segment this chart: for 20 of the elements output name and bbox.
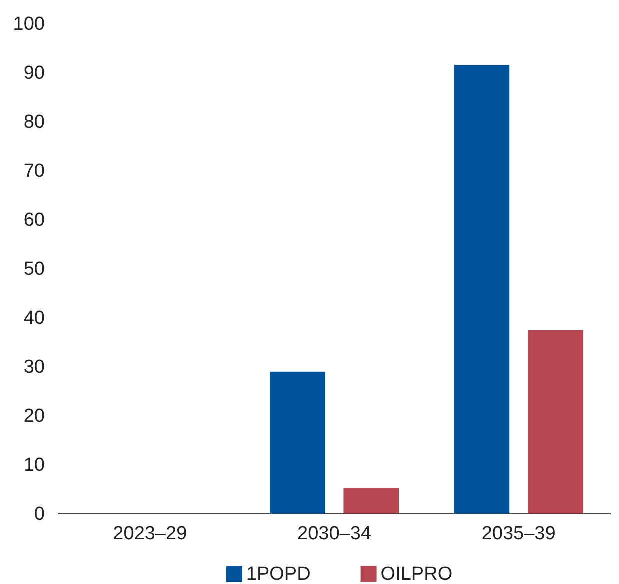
legend-label: OILPRO <box>380 564 453 584</box>
legend-label: 1POPD <box>246 564 311 584</box>
y-tick-label: 40 <box>24 308 45 330</box>
x-tick-label: 2030–34 <box>298 523 372 544</box>
y-tick-label: 80 <box>24 112 45 134</box>
y-tick-label: 90 <box>24 63 45 84</box>
y-tick-label: 70 <box>24 161 45 182</box>
x-tick-label: 2023–29 <box>113 523 188 544</box>
y-tick-label: 30 <box>24 357 45 378</box>
y-tick-label: 100 <box>13 14 45 36</box>
bar <box>454 65 510 514</box>
bar <box>528 330 584 514</box>
bar <box>270 372 326 514</box>
y-tick-label: 0 <box>34 504 45 526</box>
y-tick-label: 20 <box>24 406 45 428</box>
bar <box>344 488 400 514</box>
y-tick-label: 50 <box>24 259 45 280</box>
y-tick-label: 10 <box>24 455 45 476</box>
x-tick-label: 2035–39 <box>482 523 556 544</box>
y-tick-label: 60 <box>24 210 45 232</box>
